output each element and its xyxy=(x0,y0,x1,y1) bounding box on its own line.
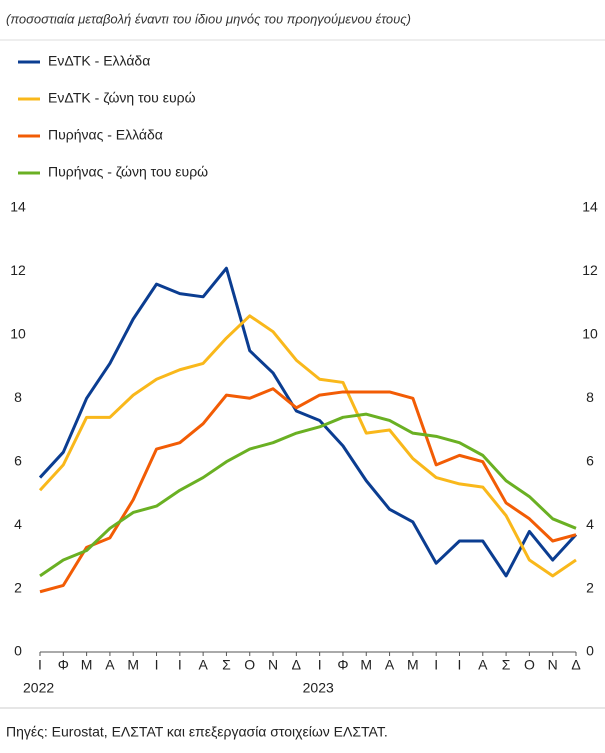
y-tick-label: 14 xyxy=(10,199,26,215)
y2-tick-label: 8 xyxy=(586,389,594,405)
y-tick-label: 8 xyxy=(14,389,22,405)
series-line xyxy=(39,387,577,594)
x-tick-label: Φ xyxy=(337,657,348,673)
legend-label: ΕνΔΤΚ - Ελλάδα xyxy=(48,53,150,69)
x-tick-label: Α xyxy=(105,657,115,673)
x-tick-label: Ο xyxy=(244,657,255,673)
chart-subtitle: (ποσοστιαία μεταβολή έναντι του ίδιου μη… xyxy=(6,11,411,26)
x-tick-label: Ι xyxy=(434,657,438,673)
source-note: Πηγές: Eurostat, ΕΛΣΤΑΤ και επεξεργασία … xyxy=(6,724,388,740)
y2-tick-label: 2 xyxy=(586,579,594,595)
x-tick-label: Α xyxy=(385,657,395,673)
x-tick-label: Μ xyxy=(81,657,93,673)
legend-label: Πυρήνας - ζώνη του ευρώ xyxy=(48,164,208,180)
x-tick-label: Α xyxy=(478,657,488,673)
x-tick-label: Σ xyxy=(222,657,231,673)
y2-tick-label: 10 xyxy=(582,326,598,342)
x-tick-label: Ν xyxy=(268,657,278,673)
series-line xyxy=(39,412,577,578)
y2-tick-label: 12 xyxy=(582,262,598,278)
year-label: 2022 xyxy=(23,680,54,696)
x-tick-label: Μ xyxy=(407,657,419,673)
y-tick-label: 6 xyxy=(14,452,22,468)
x-tick-label: Ι xyxy=(318,657,322,673)
x-tick-label: Α xyxy=(198,657,208,673)
x-tick-label: Ν xyxy=(548,657,558,673)
x-tick-label: Φ xyxy=(58,657,69,673)
x-tick-label: Ι xyxy=(458,657,462,673)
y-tick-label: 2 xyxy=(14,579,22,595)
x-tick-label: Ι xyxy=(155,657,159,673)
y-tick-label: 10 xyxy=(10,326,26,342)
legend-label: Πυρήνας - Ελλάδα xyxy=(48,127,163,143)
y-tick-label: 12 xyxy=(10,262,26,278)
y-tick-label: 4 xyxy=(14,516,22,532)
x-tick-label: Μ xyxy=(360,657,372,673)
x-tick-label: Ι xyxy=(178,657,182,673)
x-tick-label: Δ xyxy=(292,657,301,673)
x-tick-label: Ι xyxy=(38,657,42,673)
legend-label: ΕνΔΤΚ - ζώνη του ευρώ xyxy=(48,90,196,106)
x-tick-label: Μ xyxy=(127,657,139,673)
y-tick-label: 0 xyxy=(14,643,22,659)
series-line xyxy=(38,266,578,578)
y2-tick-label: 0 xyxy=(586,643,594,659)
x-tick-label: Δ xyxy=(571,657,580,673)
x-tick-label: Σ xyxy=(502,657,511,673)
y2-tick-label: 6 xyxy=(586,452,594,468)
year-label: 2023 xyxy=(303,680,334,696)
y2-tick-label: 4 xyxy=(586,516,594,532)
x-tick-label: Ο xyxy=(524,657,535,673)
series-line xyxy=(38,314,577,578)
y2-tick-label: 14 xyxy=(582,199,598,215)
